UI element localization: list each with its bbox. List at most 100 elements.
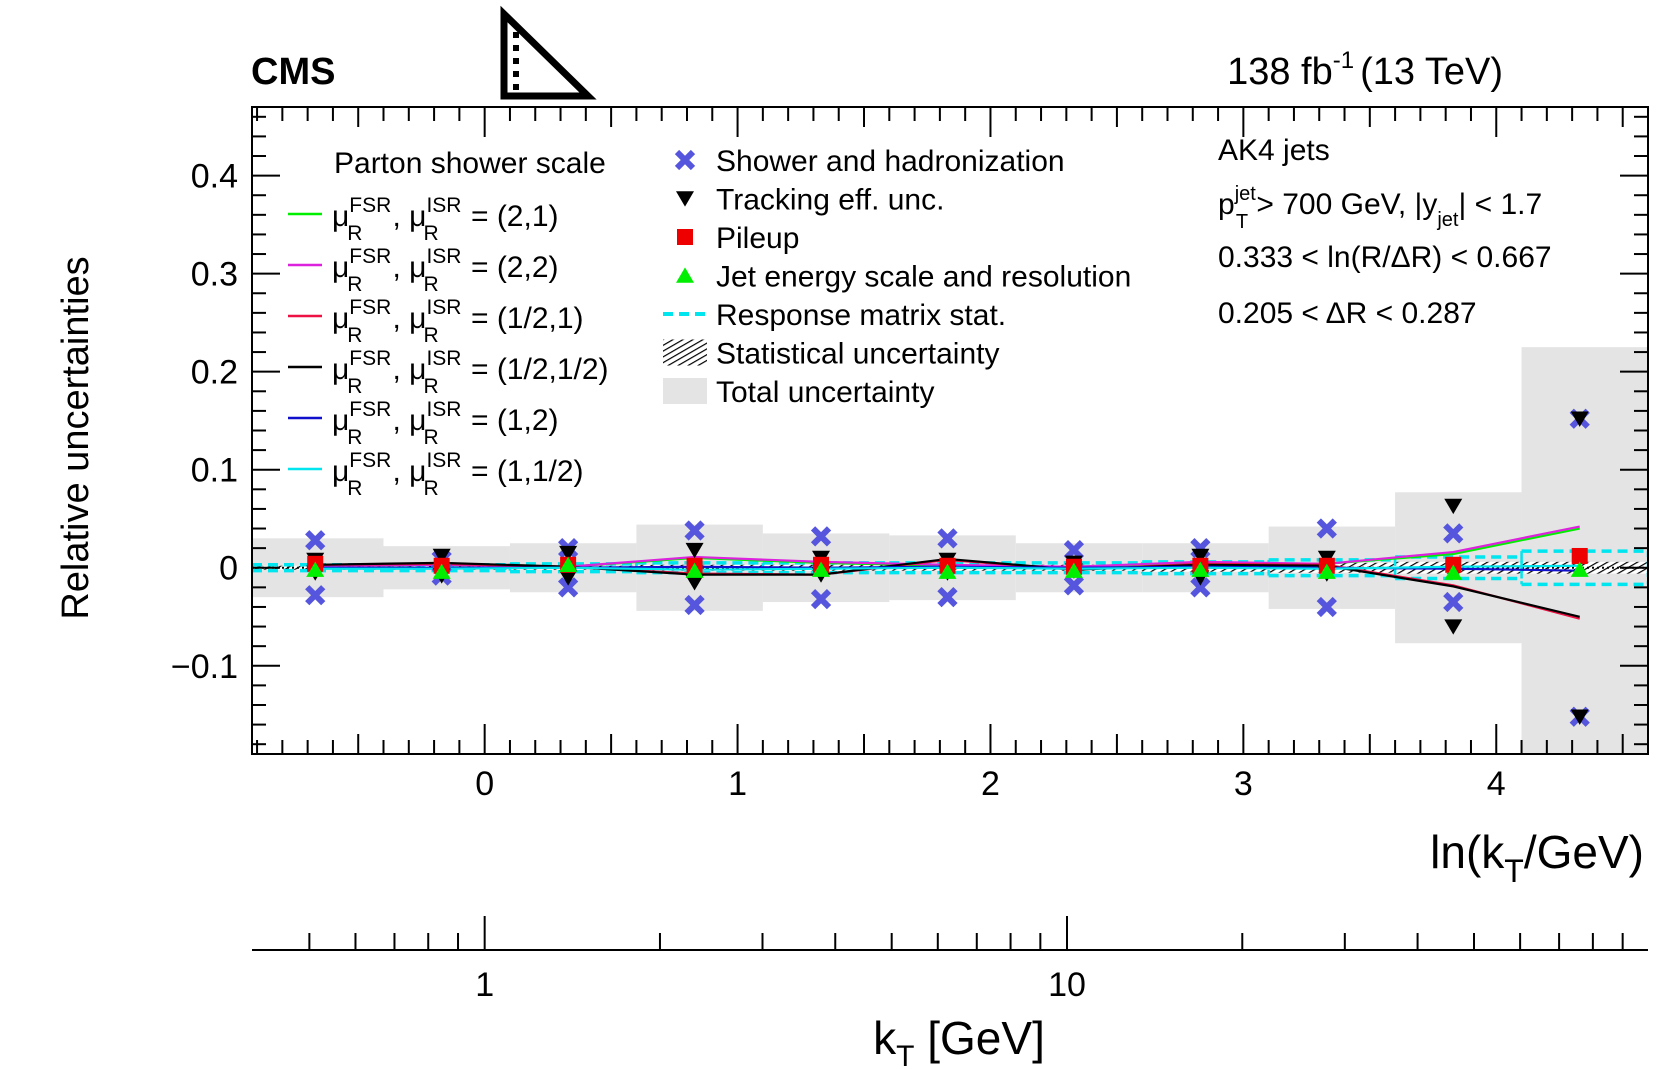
ps-legend-part: R xyxy=(347,273,362,296)
shower-marker-down xyxy=(684,594,705,616)
info-pt-sub: T xyxy=(1236,211,1248,233)
legend-square xyxy=(677,229,693,245)
secondary-label-main: k xyxy=(873,1012,897,1064)
shower-marker-down xyxy=(1316,596,1337,618)
selection-info: AK4 jets pjet T > 700 GeV, |yjet| < 1.7 0… xyxy=(1218,134,1552,330)
ps-legend-label: μFSR R, μISR R = (1/2,1/2) xyxy=(332,347,609,398)
info-pt-tail: | < 1.7 xyxy=(1458,188,1542,221)
ps-legend-part: ISR xyxy=(426,194,461,217)
x-tick-label: 1 xyxy=(728,765,747,803)
info-dR-cut: 0.205 < ΔR < 0.287 xyxy=(1218,297,1477,330)
tracking-marker-down xyxy=(1570,709,1589,725)
y-axis: −0.1 0 0.1 0.2 0.3 0.4 xyxy=(171,115,1648,746)
lumi-label: 138 fb-1 (13 TeV) xyxy=(1227,47,1503,93)
ps-legend-part: μ xyxy=(409,200,426,233)
y-tick-label: 0 xyxy=(219,550,238,588)
cross-stroke xyxy=(684,594,705,616)
cross-stroke xyxy=(305,585,326,606)
tracking-marker-up xyxy=(559,545,578,562)
ps-legend-part: = (1/2,1) xyxy=(463,302,584,335)
ps-legend-label: μFSR R, μISR R = (1,1/2) xyxy=(332,449,584,500)
y-tick-label: 0.1 xyxy=(191,452,238,490)
cross-stroke xyxy=(1443,591,1464,613)
ps-legend-part: FSR xyxy=(349,245,391,268)
ps-legend-part: R xyxy=(423,477,438,500)
secondary-label-tail: [GeV] xyxy=(914,1012,1044,1064)
shower-marker-up xyxy=(305,530,326,551)
shower-marker-down xyxy=(558,577,579,598)
ps-legend-part: = (2,2) xyxy=(463,251,559,284)
ps-legend-part: = (1/2,1/2) xyxy=(463,353,609,386)
ps-legend-part: , xyxy=(392,200,409,233)
x-axis-label-sub: T xyxy=(1504,853,1524,889)
energy-label: (13 TeV) xyxy=(1360,51,1503,93)
jes-jer-marker xyxy=(685,562,704,578)
ps-legend-part: , xyxy=(392,353,409,386)
y-tick-label: −0.1 xyxy=(171,648,238,686)
legend-label: Pileup xyxy=(716,222,799,255)
ps-legend-part: , xyxy=(392,404,409,437)
ps-legend-part: R xyxy=(347,222,362,245)
cross-stroke xyxy=(1063,539,1085,561)
legend-label: Response matrix stat. xyxy=(716,299,1006,332)
legend-label: Statistical uncertainty xyxy=(716,338,999,371)
ps-legend-part: FSR xyxy=(349,296,391,319)
parton-shower-legend-title: Parton shower scale xyxy=(334,147,606,180)
shower-marker-up xyxy=(1316,518,1337,539)
ps-legend-label: μFSR R, μISR R = (2,1) xyxy=(332,194,559,245)
info-pt-sup: jet xyxy=(1234,183,1257,205)
cross-stroke xyxy=(1316,596,1337,618)
ps-legend-part: R xyxy=(347,477,362,500)
ps-legend-part: μ xyxy=(332,302,349,335)
ps-legend-part: FSR xyxy=(349,398,391,421)
y-tick-label: 0.3 xyxy=(191,256,238,294)
ps-legend-part: μ xyxy=(332,251,349,284)
ps-legend-part: μ xyxy=(332,455,349,488)
ps-legend-part: μ xyxy=(409,455,426,488)
lumi-value: 138 fb xyxy=(1227,51,1333,93)
jes-jer-marker xyxy=(1444,564,1463,580)
x-tick-label: 2 xyxy=(981,765,1000,803)
ps-legend-part: μ xyxy=(409,404,426,437)
info-jets: AK4 jets xyxy=(1218,134,1330,167)
info-pt-cut: pjet T > 700 GeV, |yjet| < 1.7 xyxy=(1218,183,1542,233)
shower-marker-down xyxy=(1443,591,1464,613)
cross-stroke xyxy=(810,526,832,547)
tracking-marker-up xyxy=(1191,548,1210,565)
parton-shower-legend: μFSR R, μISR R = (2,1)μFSR R, μISR R = (2,2)… xyxy=(288,194,609,500)
info-pt-mid: > 700 GeV, |y xyxy=(1248,188,1437,221)
ps-legend-label: μFSR R, μISR R = (1/2,1) xyxy=(332,296,584,347)
shower-marker-up xyxy=(937,528,958,549)
shower-marker-down xyxy=(305,585,326,606)
cross-stroke xyxy=(1443,523,1464,544)
ps-legend-label: μFSR R, μISR R = (1,2) xyxy=(332,398,559,449)
info-pt-p: p xyxy=(1218,188,1235,221)
lumi-exponent: -1 xyxy=(1333,47,1354,74)
secondary-tick-label: 10 xyxy=(1048,966,1086,1004)
secondary-tick-label: 1 xyxy=(475,966,494,1004)
cross-stroke xyxy=(1316,518,1337,539)
legend-band-box xyxy=(663,378,707,404)
ps-legend-part: μ xyxy=(409,353,426,386)
cross-stroke xyxy=(558,577,579,598)
experiment-label: CMS xyxy=(251,51,335,93)
legend-triangle-up xyxy=(676,267,694,283)
ps-legend-part: μ xyxy=(332,353,349,386)
ps-legend-part: , xyxy=(392,302,409,335)
ps-legend-part: ISR xyxy=(426,347,461,370)
cross-stroke xyxy=(1190,577,1211,598)
jes-jer-marker xyxy=(938,563,957,579)
tracking-marker-down xyxy=(1444,619,1463,635)
ps-legend-part: μ xyxy=(332,200,349,233)
tracking-marker-up xyxy=(1570,411,1589,427)
tracking-marker-down xyxy=(559,570,578,586)
jes-jer-marker xyxy=(1064,562,1083,578)
legend-label: Tracking eff. unc. xyxy=(716,184,944,217)
shower-marker-up xyxy=(810,526,832,547)
cross-stroke xyxy=(937,528,958,549)
cross-stroke xyxy=(810,588,832,610)
ps-legend-part: R xyxy=(347,375,362,398)
ps-legend-part: R xyxy=(423,273,438,296)
legend-label: Shower and hadronization xyxy=(716,145,1065,178)
jes-jer-marker xyxy=(432,563,451,579)
